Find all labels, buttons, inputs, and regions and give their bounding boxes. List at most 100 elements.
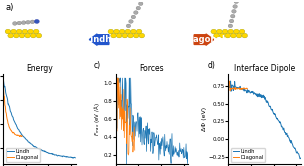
Circle shape [141,0,146,1]
Circle shape [136,29,142,34]
Circle shape [232,9,236,13]
Diagonal [20,135,24,137]
Diagonal [3,105,7,107]
Lindh [72,157,75,159]
Circle shape [36,33,42,38]
Diagonal [13,133,17,135]
Text: a): a) [5,3,13,12]
Diagonal [1,78,5,80]
Diagonal [15,134,19,136]
Circle shape [30,33,36,38]
Circle shape [133,33,139,38]
Circle shape [211,29,216,34]
Diagonal [15,134,19,136]
Circle shape [19,33,25,38]
Diagonal [19,135,23,137]
Text: Lindh: Lindh [85,35,111,44]
Diagonal [19,135,22,137]
Circle shape [233,29,239,34]
Circle shape [11,29,16,34]
Diagonal [19,134,22,136]
Circle shape [216,29,222,34]
Diagonal [18,135,21,137]
Circle shape [30,20,35,24]
Circle shape [242,33,247,38]
Diagonal [7,123,10,125]
Diagonal [8,127,12,129]
Circle shape [33,29,39,34]
Circle shape [234,0,239,3]
Diagonal [12,132,16,134]
Circle shape [131,29,136,34]
Diagonal [2,86,5,88]
Circle shape [34,19,39,23]
Title: Interface Dipole: Interface Dipole [234,64,295,74]
Circle shape [8,33,13,38]
Diagonal [5,116,9,118]
Circle shape [21,21,26,25]
Circle shape [26,20,30,24]
Diagonal [8,127,11,129]
Line: Diagonal: Diagonal [3,79,22,137]
Diagonal [4,111,8,113]
Circle shape [17,21,22,25]
Circle shape [231,33,236,38]
FancyArrow shape [194,34,214,45]
Lindh [60,156,64,158]
Diagonal [17,134,20,136]
Lindh [1,78,5,80]
Diagonal [11,132,15,134]
Lindh [22,135,25,137]
Circle shape [233,5,237,8]
Diagonal [10,130,13,132]
Circle shape [12,22,17,25]
Text: d): d) [208,61,216,70]
Title: Forces: Forces [140,64,164,74]
Lindh [48,153,52,155]
Circle shape [28,29,33,34]
Circle shape [128,33,133,38]
Diagonal [10,131,14,133]
Diagonal [16,134,19,136]
Circle shape [108,29,114,34]
Circle shape [230,14,235,18]
Lindh [70,156,74,158]
Diagonal [9,129,13,131]
Diagonal [5,118,9,120]
Lindh [16,127,19,129]
Circle shape [236,33,242,38]
Circle shape [228,29,233,34]
Diagonal [16,134,20,136]
Circle shape [13,33,19,38]
Title: Energy: Energy [26,64,53,74]
Circle shape [228,24,233,28]
Text: c): c) [94,61,101,70]
Diagonal [18,136,22,138]
Circle shape [222,29,228,34]
Diagonal [9,129,12,131]
Diagonal [20,135,23,137]
Diagonal [6,120,9,122]
Circle shape [22,29,28,34]
Circle shape [239,29,245,34]
FancyArrow shape [89,34,109,45]
Diagonal [12,132,16,134]
Circle shape [219,33,225,38]
Circle shape [25,33,30,38]
Circle shape [131,15,136,19]
Legend: Lindh, Diagonal: Lindh, Diagonal [6,148,40,162]
Circle shape [16,29,22,34]
Circle shape [116,33,122,38]
Lindh [41,150,45,152]
Text: Diagonal: Diagonal [183,35,225,44]
Circle shape [229,19,234,23]
Diagonal [14,134,18,136]
Diagonal [7,125,11,127]
Circle shape [136,6,140,10]
Diagonal [2,95,6,97]
Diagonal [17,134,21,136]
Diagonal [9,128,12,130]
Circle shape [133,11,138,14]
Circle shape [214,33,219,38]
Circle shape [139,33,145,38]
